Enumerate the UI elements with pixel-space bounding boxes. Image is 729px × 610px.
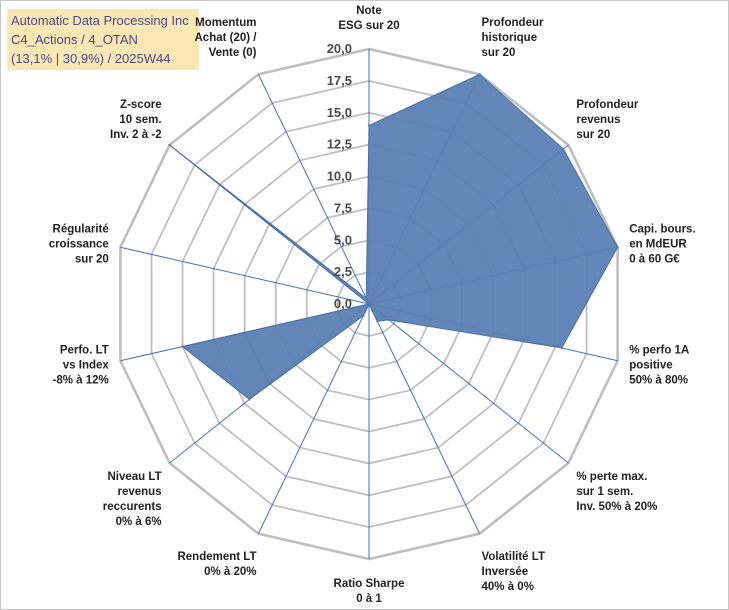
axis-label-2-line-2: sur 20 — [576, 129, 610, 141]
data-series-polygon — [169, 73, 619, 401]
axis-label-8-line-1: 0% à 20% — [204, 566, 256, 578]
data-point-8 — [362, 314, 365, 317]
tick-label-1: 2,5 — [334, 264, 352, 279]
axis-label-1-line-0: Profondeur — [482, 17, 544, 29]
axis-label-1: Profondeur historique sur 20 — [482, 17, 544, 59]
data-point-3 — [616, 246, 619, 249]
axis-label-2-line-1: revenus — [576, 114, 620, 126]
axis-label-5: % perte max. sur 1 sem. Inv. 50% à 20% — [576, 471, 657, 513]
axis-label-13-line-0: Momentum — [195, 17, 256, 29]
data-point-4 — [560, 346, 563, 350]
chart-title-line-company: Automatic Data Processing Inc — [11, 13, 189, 28]
axis-label-8-line-0: Rendement LT — [177, 551, 256, 563]
axis-label-4-line-0: % perfo 1A — [629, 345, 689, 357]
axis-label-6-line-2: 40% à 0% — [482, 581, 534, 593]
axis-label-12-line-1: 10 sem. — [119, 114, 161, 126]
axis-label-9-line-3: 0% à 6% — [116, 516, 162, 528]
axis-label-9-line-0: Niveau LT — [107, 471, 161, 483]
axis-label-12-line-0: Z-score — [120, 99, 162, 111]
axis-label-4: % perfo 1A positive 50% à 80% — [629, 345, 689, 387]
data-point-12 — [168, 143, 171, 147]
axis-label-6-line-1: Inversée — [482, 566, 529, 578]
tick-label-0: 0,0 — [334, 296, 352, 311]
spoke-13 — [257, 74, 370, 305]
data-point-1 — [478, 73, 481, 76]
axis-label-0-line-1: ESG sur 20 — [338, 20, 399, 32]
axis-label-12-line-2: Inv. 2 à -2 — [110, 129, 162, 141]
chart-title-line-stats: (13,1% | 30,9%) / 2025W44 — [11, 51, 171, 66]
axis-label-5-line-0: % perte max. — [576, 471, 647, 483]
axis-label-11: Régularité croissance sur 20 — [49, 223, 109, 265]
axis-label-11-line-1: croissance — [49, 238, 109, 250]
axis-label-7-line-0: Ratio Sharpe — [334, 578, 405, 590]
tick-label-2: 5,0 — [334, 232, 352, 247]
data-point-0 — [367, 124, 371, 127]
tick-label-3: 7,5 — [334, 200, 352, 215]
axis-label-3-line-2: 0 à 60 G€ — [629, 253, 680, 265]
axis-label-13-line-2: Vente (0) — [209, 47, 257, 59]
axis-label-9: Niveau LT revenus reccurents 0% à 6% — [103, 471, 162, 528]
tick-label-8: 20,0 — [327, 41, 352, 56]
data-point-5 — [387, 318, 391, 322]
chart-title-line-category: C4_Actions / 4_OTAN — [11, 32, 138, 47]
axis-label-11-line-2: sur 20 — [75, 253, 109, 265]
data-point-13 — [365, 297, 368, 300]
axis-label-5-line-2: Inv. 50% à 20% — [576, 501, 657, 513]
data-point-10 — [181, 345, 184, 348]
axis-label-10-line-2: -8% à 12% — [53, 375, 109, 387]
axis-label-4-line-1: positive — [629, 360, 672, 372]
axis-label-13-line-1: Achat (20) / — [195, 32, 258, 44]
data-point-6 — [376, 320, 379, 323]
axis-label-9-line-1: revenus — [117, 486, 161, 498]
data-point-9 — [248, 398, 251, 401]
axis-label-1-line-2: sur 20 — [482, 47, 516, 59]
axis-label-11-line-0: Régularité — [53, 223, 109, 235]
axis-label-0: Note ESG sur 20 — [338, 5, 399, 32]
axis-label-3-line-0: Capi. bours. — [629, 223, 695, 235]
chart-title-box: Automatic Data Processing Inc C4_Actions… — [7, 9, 199, 70]
spoke-8 — [257, 303, 370, 534]
spoke-11 — [120, 246, 370, 305]
data-point-11 — [367, 302, 371, 306]
axis-label-1-line-1: historique — [482, 32, 538, 44]
axis-label-7-line-1: 0 à 1 — [356, 593, 382, 605]
axis-label-6: Volatilité LT Inversée 40% à 0% — [482, 551, 545, 593]
axis-label-7: Ratio Sharpe 0 à 1 — [334, 578, 405, 605]
axis-label-10-line-1: vs Index — [63, 360, 110, 372]
axis-label-2: Profondeur revenus sur 20 — [576, 99, 638, 141]
axis-label-8: Rendement LT 0% à 20% — [177, 551, 256, 578]
tick-label-7: 17,5 — [327, 73, 352, 88]
axis-label-13: Momentum Achat (20) / Vente (0) — [195, 17, 258, 59]
tick-label-6: 15,0 — [327, 105, 352, 120]
spoke-6 — [368, 303, 481, 534]
axis-label-2-line-0: Profondeur — [576, 99, 638, 111]
axis-label-3: Capi. bours. en MdEUR 0 à 60 G€ — [629, 223, 695, 265]
spoke-5 — [368, 303, 569, 464]
axis-label-6-line-0: Volatilité LT — [482, 551, 545, 563]
axis-label-3-line-1: en MdEUR — [629, 238, 687, 250]
tick-label-4: 10,0 — [327, 169, 352, 184]
axis-label-0-line-0: Note — [356, 5, 382, 17]
tick-label-5: 12,5 — [327, 137, 352, 152]
axis-label-10: Perfo. LT vs Index -8% à 12% — [53, 345, 110, 387]
data-point-2 — [562, 147, 565, 151]
axis-label-5-line-1: sur 1 sem. — [576, 486, 633, 498]
axis-label-12: Z-score 10 sem. Inv. 2 à -2 — [110, 99, 162, 141]
axis-label-4-line-2: 50% à 80% — [629, 375, 688, 387]
axis-label-10-line-0: Perfo. LT — [60, 345, 109, 357]
axis-label-9-line-2: reccurents — [103, 501, 162, 513]
